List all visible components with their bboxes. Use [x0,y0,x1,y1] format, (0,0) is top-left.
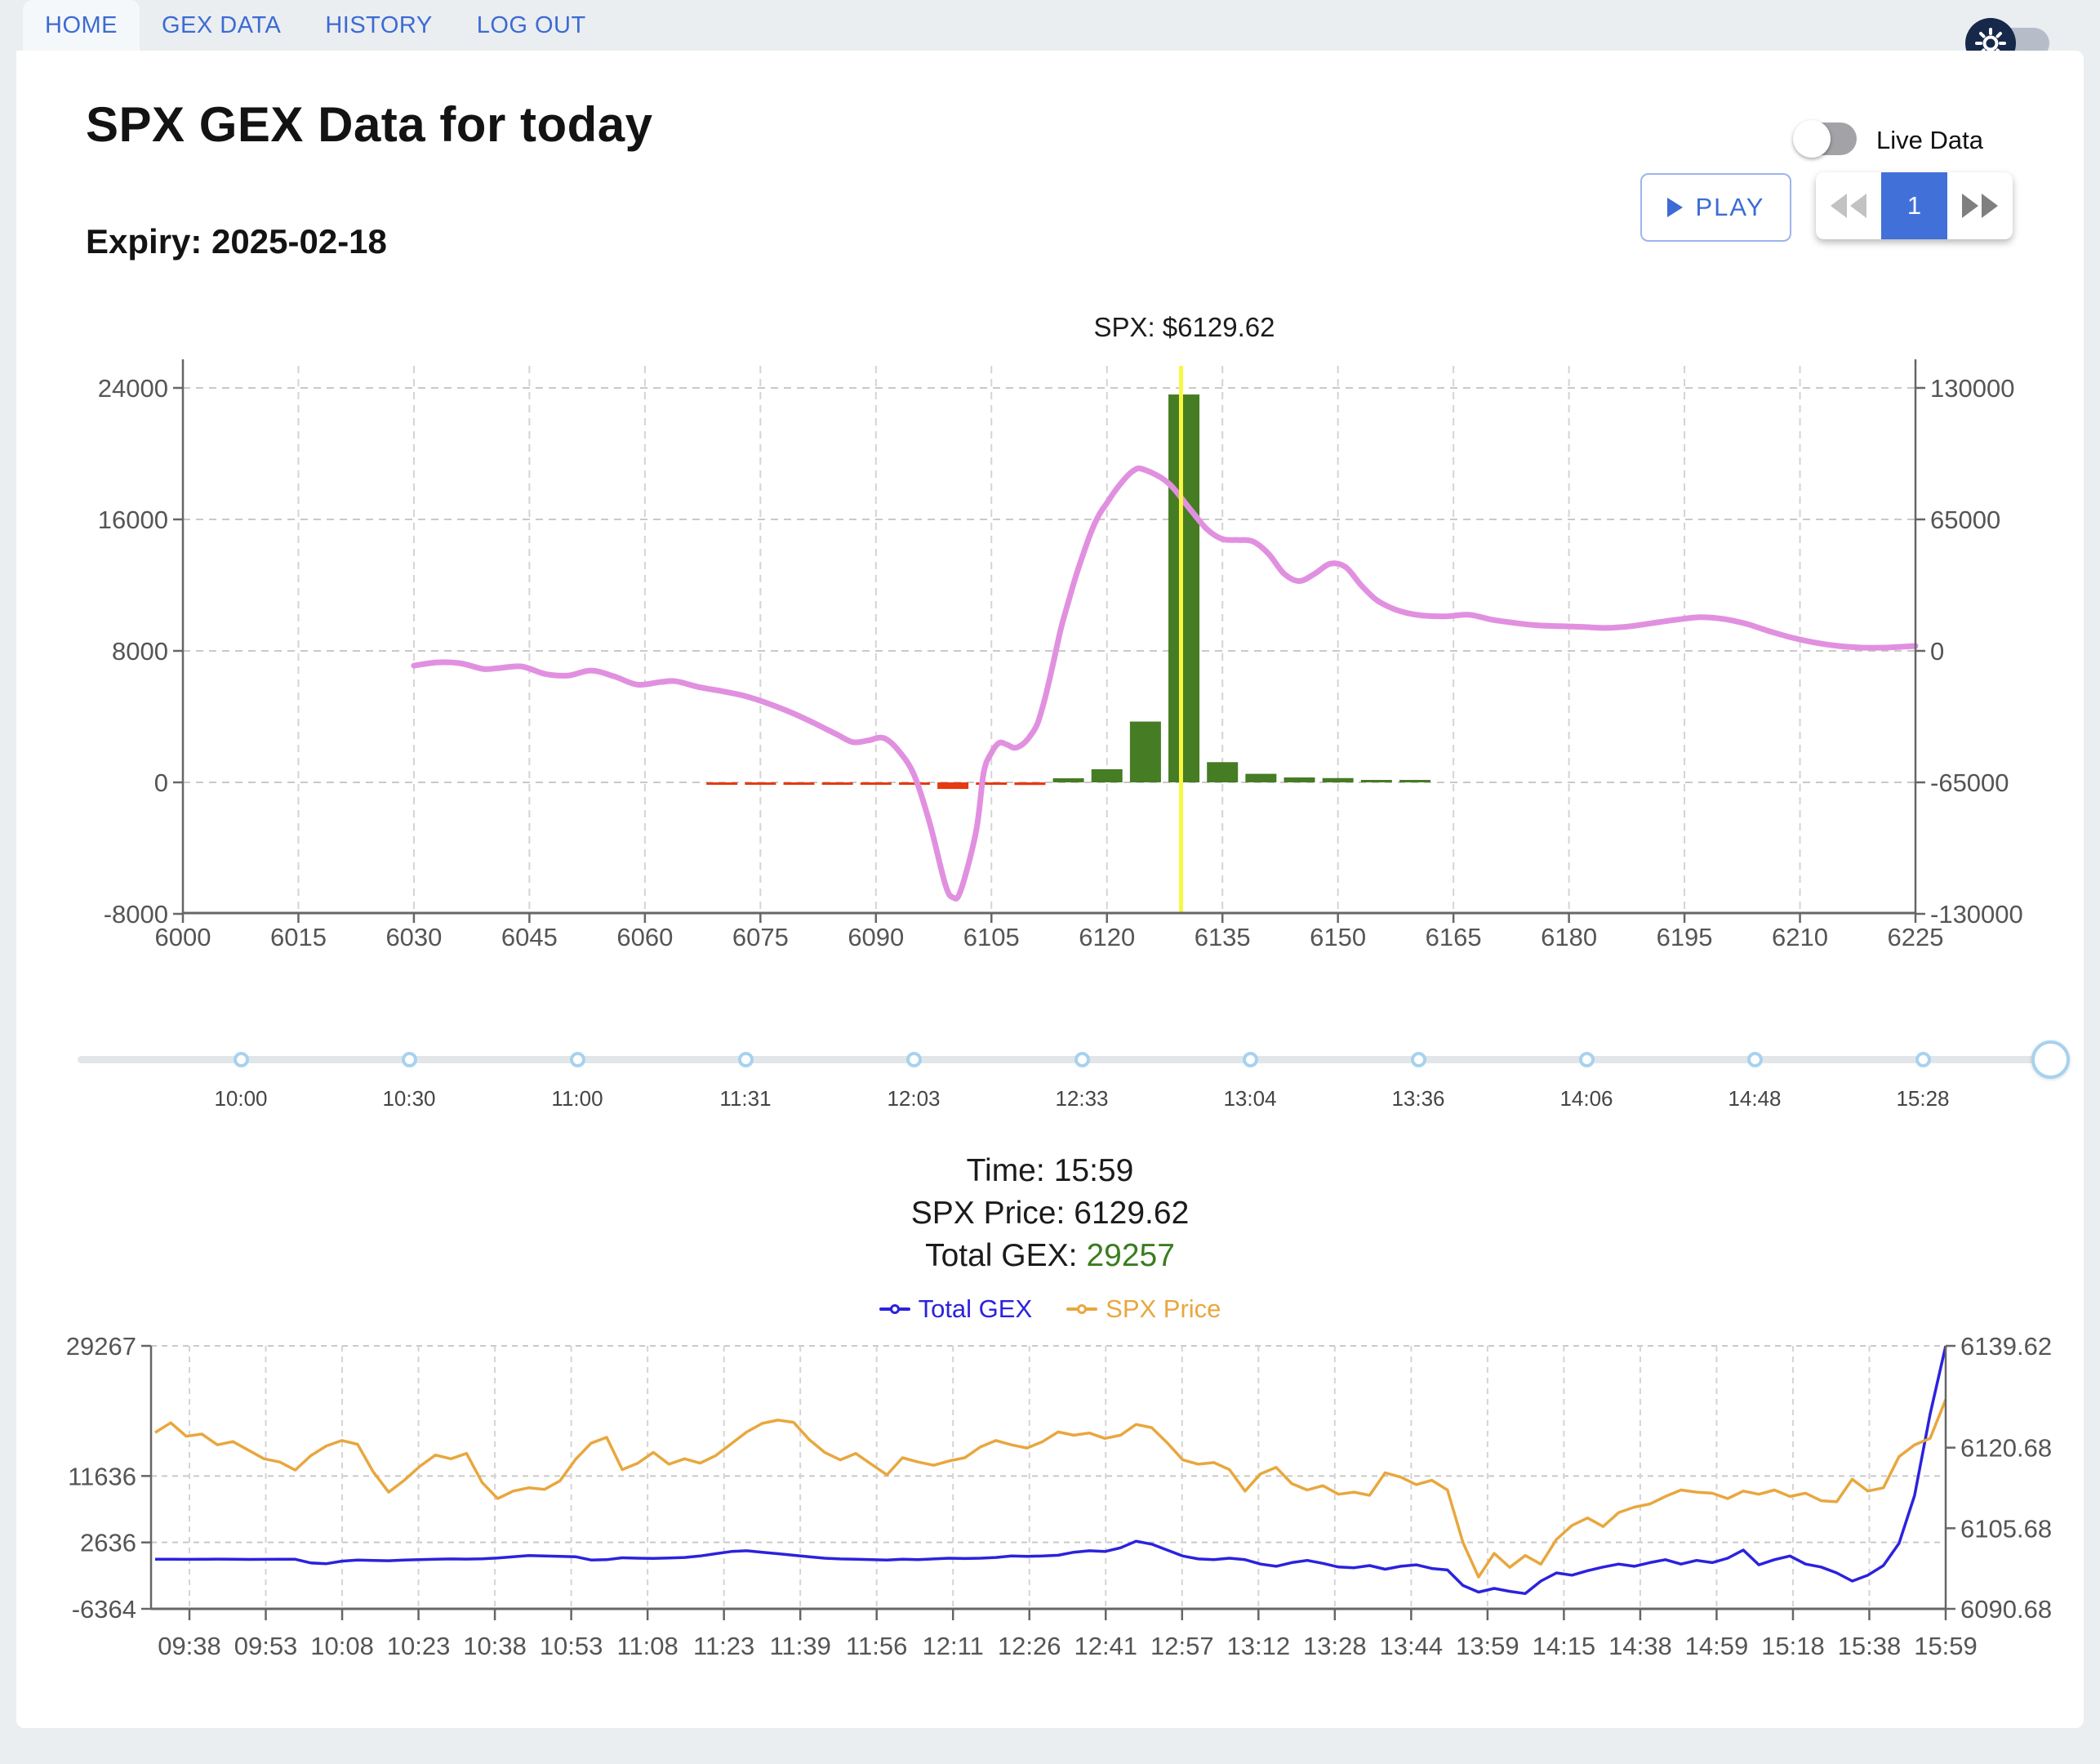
time-slider-tick-label: 15:28 [1896,1086,1950,1111]
readout-total-gex: Total GEX: 29257 [925,1238,1175,1273]
expiry-label: Expiry: 2025-02-18 [86,222,387,261]
time-slider-tick-label: 13:36 [1391,1086,1445,1111]
time-slider-tick[interactable] [401,1052,417,1067]
time-slider-tick[interactable] [1242,1052,1258,1067]
time-slider-tick-label: 10:00 [214,1086,268,1111]
time-slider-tick[interactable] [1410,1052,1426,1067]
page-number[interactable]: 1 [1881,172,1947,239]
snapshot-readout: Time: 15:59 SPX Price: 6129.62 Total GEX: 2… [16,1150,2084,1277]
legend-item-total-gex[interactable]: Total GEX [879,1294,1033,1324]
time-slider-tick[interactable] [905,1052,922,1067]
time-slider-tick[interactable] [1915,1052,1931,1067]
play-button[interactable]: PLAY [1640,173,1791,242]
nav-item-gex-data[interactable]: GEX DATA [162,11,282,38]
live-data-toggle[interactable] [1793,120,1857,158]
fast-forward-button[interactable] [1947,172,2013,239]
legend-label: Total GEX [918,1294,1033,1323]
pager: 1 [1816,172,2013,239]
time-slider-tick[interactable] [569,1052,585,1067]
fast-forward-icon [1961,194,1998,218]
legend-label: SPX Price [1106,1294,1221,1323]
time-slider-handle[interactable] [2031,1040,2070,1079]
time-slider-tick[interactable] [233,1052,249,1067]
top-nav: HOME GEX DATA HISTORY LOG OUT [0,0,2100,51]
chart-legend: Total GEX SPX Price [16,1294,2084,1324]
nav-item-home[interactable]: HOME [23,0,140,51]
time-slider-tick-label: 10:30 [382,1086,436,1111]
time-slider-tick[interactable] [1578,1052,1595,1067]
time-slider-tick-label: 14:48 [1728,1086,1782,1111]
content-card [16,51,2084,1728]
time-slider-tick[interactable] [737,1052,754,1067]
readout-spx-price: SPX Price: 6129.62 [910,1196,1190,1231]
time-slider-tick[interactable] [1074,1052,1090,1067]
rewind-icon [1831,194,1867,218]
play-icon [1666,198,1683,217]
live-data-label: Live Data [1876,126,1983,154]
page-title: SPX GEX Data for today [86,97,653,152]
time-slider-tick-label: 13:04 [1223,1086,1277,1111]
rewind-button[interactable] [1816,172,1881,239]
nav-item-log-out[interactable]: LOG OUT [476,11,586,38]
time-slider-tick[interactable] [1746,1052,1763,1067]
readout-time: Time: 15:59 [966,1153,1134,1188]
time-slider-tick-label: 14:06 [1559,1086,1613,1111]
time-slider-tick-label: 12:03 [887,1086,941,1111]
time-slider-track[interactable] [78,1056,2051,1063]
legend-marker-icon [1066,1304,1098,1314]
legend-marker-icon [879,1304,910,1314]
time-slider-tick-label: 11:31 [719,1086,772,1111]
legend-item-spx-price[interactable]: SPX Price [1066,1294,1221,1324]
live-data-toggle-knob [1793,120,1831,158]
play-button-label: PLAY [1695,193,1765,221]
nav-item-history[interactable]: HISTORY [325,11,433,38]
time-slider-tick-label: 12:33 [1055,1086,1109,1111]
time-slider-tick-label: 11:00 [551,1086,603,1111]
